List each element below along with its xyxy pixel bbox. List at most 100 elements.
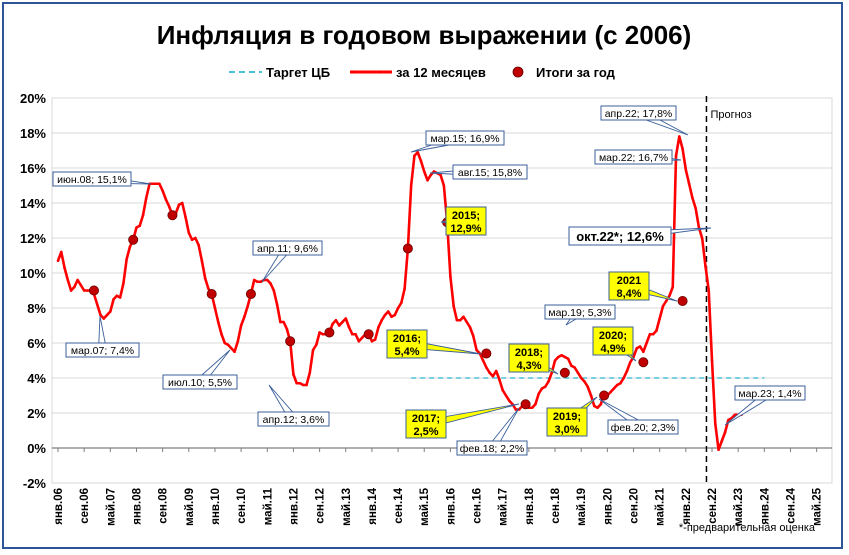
x-tick-label: май.07	[105, 488, 117, 526]
chart-frame	[2, 2, 843, 549]
x-tick-label: май.21	[655, 487, 667, 525]
series-point	[216, 320, 220, 324]
series-point	[612, 387, 616, 390]
series-point	[504, 394, 508, 397]
series-point	[429, 173, 433, 177]
series-point	[409, 184, 413, 187]
series-point	[115, 294, 119, 298]
series-point	[252, 278, 256, 282]
series-point	[158, 182, 161, 186]
series-point	[187, 231, 191, 235]
series-point	[583, 380, 586, 383]
series-point	[370, 339, 374, 343]
series-point	[727, 418, 730, 422]
series-point	[73, 285, 76, 289]
series-point	[471, 334, 475, 338]
year-end-dot	[599, 390, 610, 401]
x-tick-label: май.15	[419, 487, 431, 525]
annotation-value: 2,5%	[413, 426, 438, 438]
series-point	[59, 250, 63, 254]
annotation-box-fill	[547, 408, 587, 436]
series-point	[380, 318, 384, 322]
series-point	[203, 276, 207, 280]
x-tick-label: янв.14	[367, 487, 379, 524]
annotation-box-fill	[593, 327, 633, 355]
series-point	[377, 325, 380, 329]
series-point	[560, 353, 563, 357]
series-point	[576, 371, 580, 375]
annotation-box-fill	[406, 410, 446, 438]
series-point	[491, 374, 495, 378]
x-tick-label: сен.16	[472, 488, 484, 524]
x-tick-label: янв.08	[131, 487, 143, 524]
annotation-label: июл.10; 5,5%	[168, 377, 232, 389]
legend-line-marker	[369, 70, 373, 74]
series-point	[135, 226, 138, 229]
series-point	[272, 289, 276, 292]
x-tick-label: янв.16	[445, 488, 457, 525]
annotation-label: авг.15; 15,8%	[458, 167, 522, 179]
series-point	[239, 324, 243, 327]
legend-dot-label: Итоги за год	[536, 65, 616, 80]
series-point	[334, 318, 338, 322]
series-point	[507, 399, 511, 403]
series-point	[615, 383, 619, 387]
y-tick-label: 0%	[27, 441, 46, 456]
series-point	[275, 303, 279, 306]
year-end-dot	[638, 357, 649, 368]
x-tick-label: сен.08	[158, 487, 170, 523]
annotation-box-fill	[387, 330, 427, 358]
series-point	[713, 422, 717, 425]
chart-title: Инфляция в годовом выражении (с 2006)	[157, 20, 692, 50]
annotation-callout: фев.20; 2,3%	[598, 398, 679, 435]
series-point	[700, 237, 704, 240]
series-point	[226, 343, 230, 347]
series-point	[76, 278, 79, 282]
year-end-dot	[363, 329, 374, 340]
annotation-label: апр.11; 9,6%	[257, 243, 318, 255]
series-point	[233, 350, 236, 354]
series-point	[246, 304, 249, 308]
series-point	[668, 294, 671, 298]
series-point	[230, 346, 233, 350]
series-point	[285, 327, 289, 331]
series-point	[547, 380, 550, 383]
series-point	[462, 315, 465, 319]
x-tick-label: янв.06	[53, 488, 65, 525]
annotation-label: 2019;	[553, 411, 581, 423]
series-point	[570, 364, 573, 368]
series-point	[128, 245, 132, 249]
series-point	[63, 266, 66, 270]
series-point	[386, 310, 390, 313]
series-point	[723, 430, 727, 434]
series-point	[331, 322, 334, 326]
x-tick-label: сен.10	[236, 488, 248, 524]
series-point	[292, 373, 295, 376]
series-point	[674, 154, 678, 158]
series-point	[635, 346, 639, 350]
series-point	[393, 313, 397, 317]
annotation-callout: мар.07; 7,4%	[65, 315, 140, 358]
annotation-callout: мар.23; 1,4%	[724, 385, 806, 426]
series-point	[717, 448, 720, 452]
x-tick-label: янв.24	[759, 487, 771, 524]
series-point	[710, 359, 714, 362]
series-point	[498, 378, 501, 382]
legend: Таргет ЦБ за 12 месяцев Итоги за год	[229, 65, 616, 80]
annotation-callout: мар.19; 5,3%	[544, 304, 616, 326]
x-tick-label: янв.10	[210, 488, 222, 525]
annotation-label: мар.23; 1,4%	[738, 388, 801, 400]
series-point	[458, 318, 462, 322]
annotation-box-fill	[509, 344, 549, 372]
series-point	[468, 325, 472, 329]
series-point	[95, 303, 99, 306]
year-end-dots	[88, 210, 688, 410]
annotation-callout: фев.18; 2,2%	[456, 407, 528, 456]
series-point	[308, 371, 312, 375]
annotation-value: 5,4%	[394, 346, 419, 358]
annotation-box-fill	[163, 375, 237, 389]
annotation-callout: 2020;4,9%	[592, 326, 637, 362]
annotation-callout: 2019;3,0%	[546, 396, 598, 437]
series-point	[619, 381, 622, 385]
annotation-value: 4,3%	[516, 360, 541, 372]
